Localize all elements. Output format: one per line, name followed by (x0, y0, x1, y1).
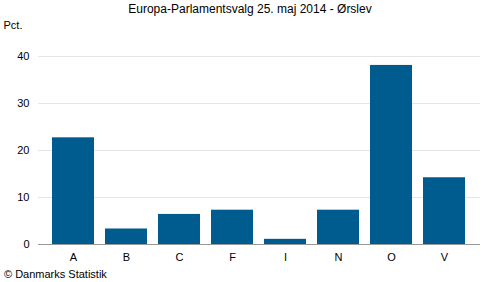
svg-text:40: 40 (17, 50, 29, 62)
svg-text:F: F (229, 251, 236, 263)
svg-text:O: O (387, 251, 396, 263)
svg-text:B: B (123, 251, 130, 263)
svg-text:0: 0 (23, 238, 29, 250)
svg-text:A: A (70, 251, 78, 263)
svg-text:30: 30 (17, 97, 29, 109)
html-text:© Danmarks Statistik: © Danmarks Statistik (4, 268, 107, 280)
svg-text:20: 20 (17, 144, 29, 156)
svg-text:C: C (176, 251, 184, 263)
svg-text:10: 10 (17, 191, 29, 203)
svg-text:Pct.: Pct. (4, 19, 23, 31)
html-text:Europa-Parlamentsvalg 25. maj: Europa-Parlamentsvalg 25. maj 2014 - Ørs… (128, 2, 372, 16)
svg-text:V: V (441, 251, 449, 263)
svg-text:I: I (284, 251, 287, 263)
svg-text:N: N (335, 251, 343, 263)
